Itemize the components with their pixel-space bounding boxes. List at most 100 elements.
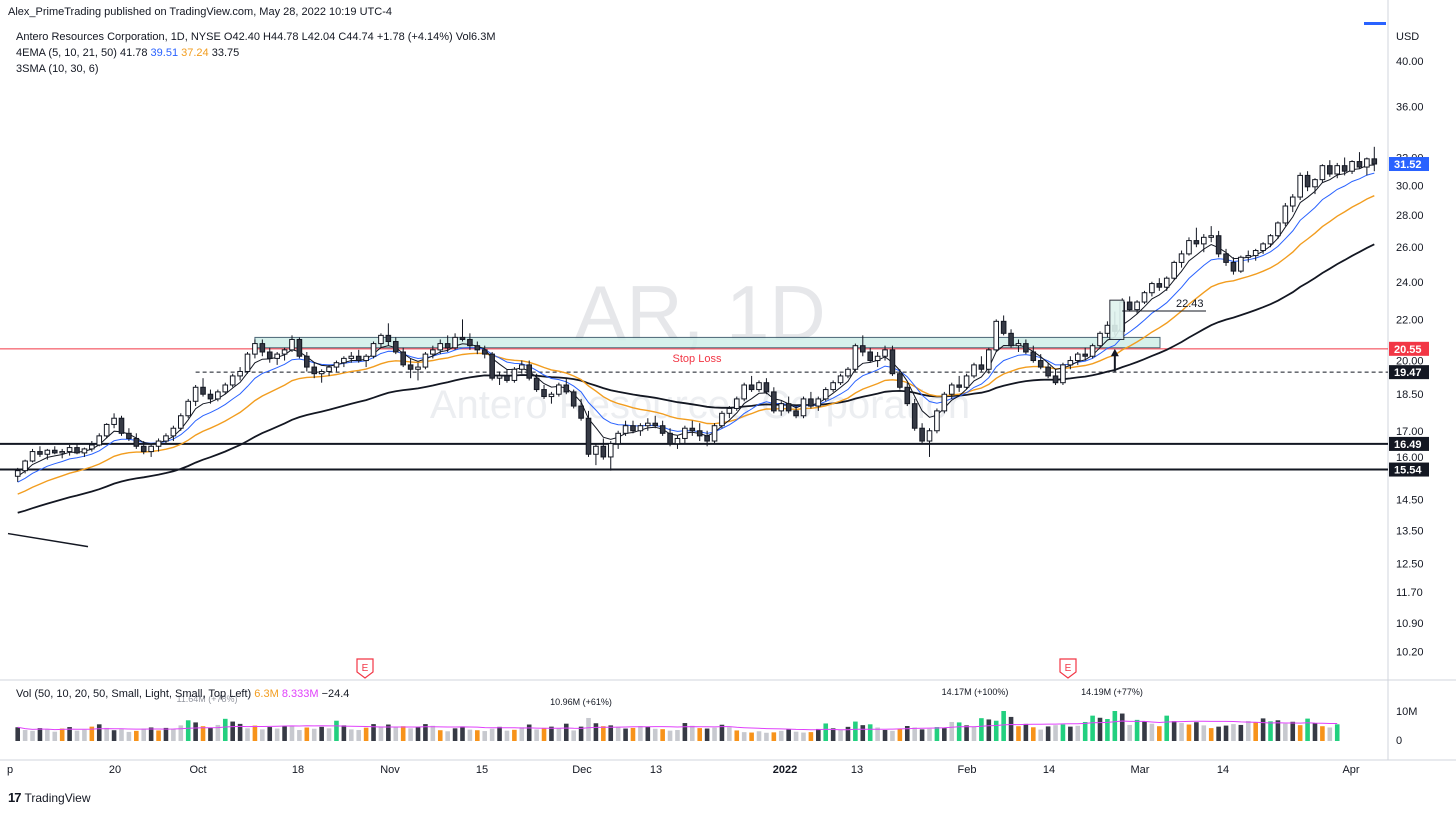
- volume-bar: [341, 725, 347, 741]
- sma-legend[interactable]: 3SMA (10, 30, 6): [16, 63, 99, 75]
- candle: [578, 398, 584, 421]
- candle-body: [415, 366, 421, 370]
- candle-body: [630, 425, 636, 432]
- y-tick-label: 22.00: [1396, 314, 1424, 326]
- x-tick-label: 13: [851, 764, 863, 776]
- ema-label: 4EMA (5, 10, 21, 50): [16, 47, 117, 59]
- volume-bar: [178, 725, 184, 741]
- candle-body: [1267, 235, 1274, 245]
- volume-bar: [1327, 727, 1333, 741]
- volume-bar: [1090, 715, 1095, 741]
- candle: [733, 396, 740, 411]
- candle-body: [96, 435, 103, 446]
- candle-body: [111, 417, 117, 425]
- earnings-marker: E: [356, 658, 374, 679]
- volume-bar: [919, 729, 925, 741]
- volume-bar: [1001, 711, 1006, 741]
- candle: [348, 351, 355, 363]
- candle: [1037, 354, 1044, 370]
- candle: [1186, 237, 1192, 256]
- candle: [1030, 345, 1037, 363]
- y-tick-label: 36.00: [1396, 102, 1424, 114]
- candle-body: [934, 410, 940, 432]
- candle-body: [385, 334, 392, 343]
- volume-bar: [927, 728, 932, 741]
- candle: [22, 459, 28, 474]
- volume-bar: [1253, 722, 1258, 741]
- symbol-name: Antero Resources Corporation, 1D, NYSE: [16, 31, 221, 43]
- candle: [363, 354, 369, 368]
- volume-bar: [741, 732, 747, 741]
- volume-bar: [297, 730, 302, 741]
- candle: [1156, 278, 1163, 291]
- candle: [489, 351, 495, 381]
- volume-bar: [126, 731, 132, 741]
- volume-bar: [1275, 720, 1281, 741]
- volume-bar: [882, 730, 888, 741]
- candle-body: [177, 415, 184, 429]
- candle-body: [1238, 256, 1244, 272]
- volume-bar: [1305, 718, 1310, 741]
- candle-body: [889, 349, 896, 375]
- candle: [140, 441, 147, 455]
- x-tick-label: p: [7, 764, 13, 776]
- volume-bar: [749, 732, 754, 741]
- candle-body: [126, 432, 132, 439]
- candle-body: [1341, 165, 1348, 172]
- candle-body: [348, 355, 355, 359]
- candle-body: [304, 355, 310, 368]
- candle: [593, 443, 599, 466]
- candle: [1341, 157, 1348, 176]
- volume-bar: [319, 726, 324, 741]
- candle: [229, 373, 236, 388]
- candle: [1371, 146, 1378, 172]
- candle: [741, 382, 747, 402]
- candle-body: [733, 398, 740, 409]
- volume-bar: [371, 724, 376, 741]
- candle-body: [956, 384, 962, 388]
- candle-body: [822, 389, 829, 400]
- candle: [689, 420, 696, 436]
- volume-legend[interactable]: Vol (50, 10, 20, 50, Small, Light, Small…: [16, 688, 349, 700]
- candle: [630, 420, 636, 434]
- candle: [548, 391, 555, 404]
- candle: [889, 345, 896, 376]
- volume-bar: [853, 721, 858, 741]
- ema21-line: [17, 195, 1375, 495]
- candle: [296, 337, 303, 359]
- candle: [1252, 248, 1259, 261]
- ema-legend[interactable]: 4EMA (5, 10, 21, 50) 41.78 39.51 37.24 3…: [16, 47, 239, 59]
- candle-body: [1356, 161, 1363, 168]
- x-tick-label: 2022: [773, 764, 797, 776]
- candle: [785, 396, 792, 414]
- candle: [1082, 347, 1088, 361]
- candle-body: [1074, 353, 1081, 362]
- volume-bar: [1164, 715, 1170, 741]
- volume-bar: [942, 728, 947, 741]
- candle-body: [637, 425, 644, 432]
- candle-body: [667, 432, 673, 445]
- volume-bar: [30, 730, 35, 741]
- candle: [622, 420, 629, 436]
- candle-body: [800, 398, 807, 417]
- candle-body: [533, 377, 540, 391]
- volume-bar: [593, 723, 599, 741]
- volume-bar: [1283, 723, 1288, 741]
- volume-bar: [289, 726, 295, 741]
- candle: [1045, 362, 1051, 379]
- volume-bar: [1223, 725, 1229, 741]
- footer[interactable]: 17 TradingView: [8, 790, 91, 805]
- candle-body: [378, 334, 384, 345]
- volume-bar: [1008, 716, 1014, 741]
- candle-body: [1037, 360, 1044, 368]
- candle: [1000, 315, 1007, 336]
- volume-bar: [96, 724, 102, 741]
- candle-body: [689, 427, 696, 432]
- candle-body: [244, 353, 251, 372]
- candle: [311, 362, 318, 379]
- candle-body: [215, 391, 221, 400]
- symbol-legend[interactable]: Antero Resources Corporation, 1D, NYSE O…: [16, 31, 496, 43]
- candle: [1052, 369, 1059, 385]
- volume-bar: [630, 727, 636, 741]
